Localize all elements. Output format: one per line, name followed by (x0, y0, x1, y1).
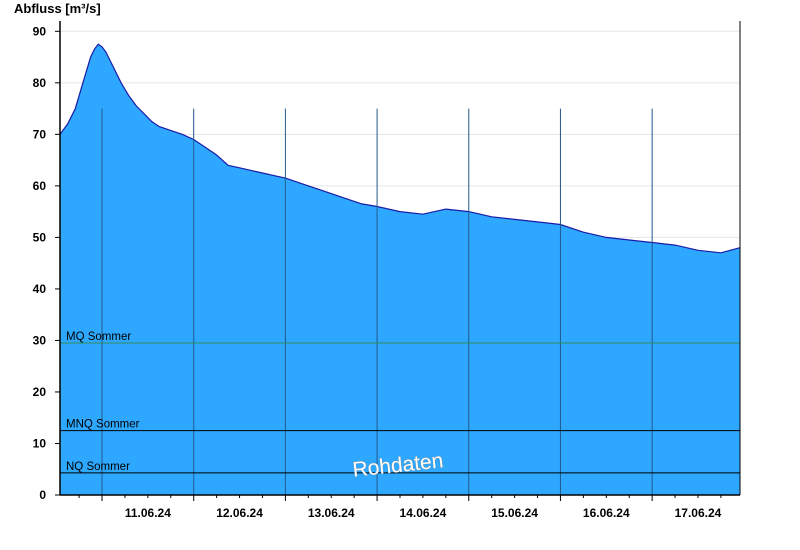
x-tick-label: 17.06.24 (675, 506, 722, 520)
x-tick-label: 16.06.24 (583, 506, 630, 520)
x-tick-label: 12.06.24 (216, 506, 263, 520)
y-tick-label: 60 (33, 179, 47, 193)
y-tick-label: 10 (33, 436, 47, 450)
x-tick-label: 15.06.24 (491, 506, 538, 520)
reference-lines: MQ Sommer MNQ Sommer NQ Sommer (60, 331, 740, 474)
reference-line-label: MQ Sommer (66, 331, 131, 343)
discharge-area (60, 44, 740, 495)
y-tick-label: 90 (33, 24, 47, 38)
y-tick-label: 20 (33, 385, 47, 399)
reference-line-label: MNQ Sommer (66, 419, 140, 431)
y-axis-title: Abfluss [m³/s] (14, 1, 101, 16)
discharge-line (59, 43, 741, 254)
x-tick-label: 14.06.24 (400, 506, 447, 520)
x-axis-ticks: 11.06.24 12.06.24 13.06.24 14.06.24 15.06.24… (78, 495, 722, 520)
x-tick-label: 11.06.24 (125, 506, 171, 520)
y-tick-label: 70 (33, 127, 47, 141)
reference-line-label: NQ Sommer (66, 461, 130, 473)
y-tick-label: 30 (33, 333, 47, 347)
y-axis-ticks: 0 10 20 30 40 50 60 70 80 90 (33, 24, 60, 502)
y-tick-label: 80 (33, 76, 47, 90)
x-tick-label: 13.06.24 (308, 506, 355, 520)
y-tick-label: 0 (39, 488, 46, 502)
y-tick-label: 40 (33, 282, 47, 296)
y-tick-label: 50 (33, 230, 47, 244)
